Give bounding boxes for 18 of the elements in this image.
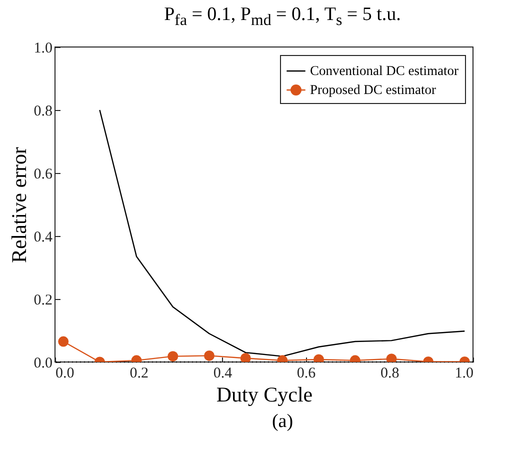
legend-label: Proposed DC estimator: [310, 82, 436, 97]
y-tick-label: 0.0: [34, 355, 52, 372]
y-axis-title: Relative error: [6, 146, 31, 263]
legend-label: Conventional DC estimator: [310, 62, 459, 78]
x-tick-label: 0.0: [56, 365, 74, 382]
x-tick-label: 0.8: [380, 365, 400, 382]
y-tick-label: 0.8: [34, 103, 52, 120]
x-tick-label: 0.6: [296, 365, 316, 382]
x-tick-label: 0.4: [213, 365, 233, 382]
y-tick-label: 0.6: [34, 166, 53, 182]
y-tick-label: 0.2: [34, 292, 52, 308]
x-tick-label: 1.0: [454, 365, 474, 382]
y-tick-label: 1.0: [34, 40, 52, 56]
text: (a): [270, 410, 294, 433]
x-axis-title: Duty Cycle: [216, 382, 313, 406]
y-tick-label: 0.4: [34, 229, 53, 246]
x-tick-label: 0.2: [130, 365, 148, 382]
chart-title: P$_{fa}$ = 0.1, P$_{md}$ = 0.1, T$_{s}$ = 5 t.u.: [163, 3, 402, 30]
